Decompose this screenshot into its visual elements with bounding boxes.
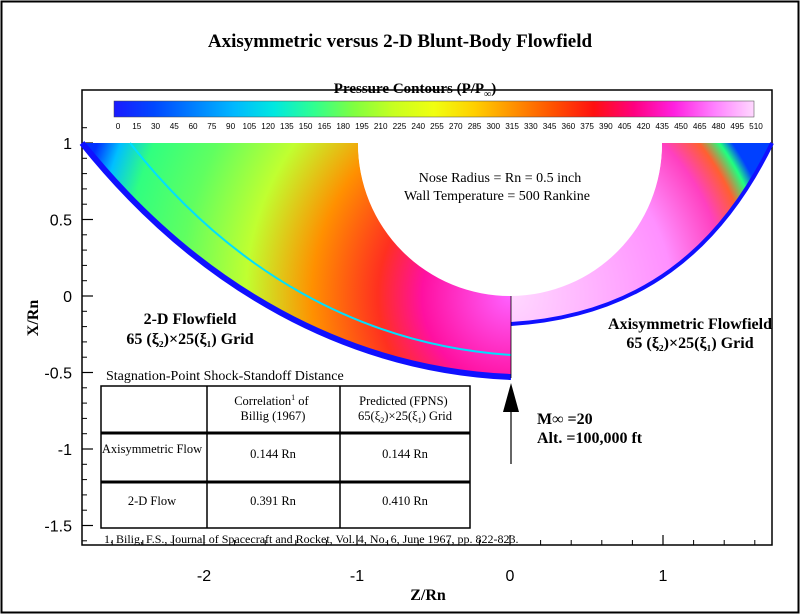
colorbar-tick-label: 30 <box>151 122 161 131</box>
altitude: Alt. =100,000 ft <box>537 430 643 447</box>
colorbar-tick-label: 195 <box>355 122 369 131</box>
shock-2d-outer <box>79 141 512 380</box>
left-flowfield-title: 2-D Flowfield <box>144 311 237 328</box>
table-title: Stagnation-Point Shock-Standoff Distance <box>106 369 344 384</box>
table-cell: 0.391 Rn <box>250 494 297 508</box>
y-tick-label: -1 <box>58 442 72 459</box>
colorbar-tick-label: 450 <box>674 122 688 131</box>
y-tick-label: 0 <box>63 289 72 306</box>
left-flowfield-grid: 65 (ξ₂)×25(ξ₁) Grid <box>126 331 253 348</box>
mach-number: M∞ =20 <box>537 411 593 428</box>
colorbar-tick-label: 225 <box>393 122 407 131</box>
colorbar-tick-label: 240 <box>411 122 425 131</box>
colorbar-tick-label: 255 <box>430 122 444 131</box>
colorbar: Pressure Contours (P/P∞) 0 15 30 45 60 75 90 10… <box>113 81 764 131</box>
flowfield-axisymmetric <box>511 143 772 324</box>
right-flowfield-grid: 65 (ξ₂)×25(ξ₁) Grid <box>626 335 753 352</box>
flowfield-2d <box>82 143 511 377</box>
colorbar-tick-label: 480 <box>712 122 726 131</box>
colorbar-tick-label: 495 <box>730 122 744 131</box>
y-tick-label: 1 <box>63 136 72 153</box>
colorbar-tick-label: 435 <box>655 122 669 131</box>
y-tick-label: 0.5 <box>50 213 72 230</box>
freestream-arrow <box>503 383 519 464</box>
colorbar-tick-label: 420 <box>637 122 651 131</box>
shock-2d-inner <box>129 142 512 356</box>
colorbar-tick-label: 90 <box>226 122 236 131</box>
nose-radius-note: Nose Radius = Rn = 0.5 inch <box>419 171 581 186</box>
colorbar-tick-label: 465 <box>693 122 707 131</box>
right-flowfield-title: Axisymmetric Flowfield <box>608 316 772 333</box>
colorbar-tick-label: 390 <box>599 122 613 131</box>
colorbar-title: Pressure Contours (P/P∞) <box>334 81 496 100</box>
y-axis-label: X/Rn <box>25 300 42 337</box>
flowfield-contours <box>79 141 774 380</box>
footnote: 1. Bilig, F.S., Journal of Spacecraft an… <box>104 532 519 546</box>
table-row-label: 2-D Flow <box>128 494 176 508</box>
colorbar-tick-label: 315 <box>505 122 519 131</box>
colorbar-tick-label: 135 <box>280 122 294 131</box>
x-tick-label: -1 <box>350 568 364 585</box>
colorbar-tick-label: 0 <box>116 122 121 131</box>
colorbar-tick-label: 180 <box>336 122 350 131</box>
y-tick-label: -1.5 <box>44 519 72 536</box>
table-cell: 0.144 Rn <box>382 447 429 461</box>
colorbar-tick-label: 510 <box>749 122 763 131</box>
colorbar-bar <box>113 100 755 118</box>
colorbar-tick-label: 150 <box>299 122 313 131</box>
x-tick-label: 0 <box>506 568 515 585</box>
y-tick-label: -0.5 <box>44 366 72 383</box>
colorbar-tick-label: 60 <box>189 122 199 131</box>
plot-area <box>81 89 773 546</box>
colorbar-tick-label: 330 <box>524 122 538 131</box>
standoff-table: Stagnation-Point Shock-Standoff Distance… <box>100 369 471 529</box>
colorbar-tick-label: 120 <box>261 122 275 131</box>
table-cell: 0.144 Rn <box>250 447 297 461</box>
colorbar-tick-label: 375 <box>580 122 594 131</box>
colorbar-tick-label: 345 <box>543 122 557 131</box>
table-cell: 0.410 Rn <box>382 494 429 508</box>
colorbar-tick-label: 270 <box>449 122 463 131</box>
x-tick-label: -2 <box>197 568 211 585</box>
colorbar-tick-label: 45 <box>170 122 180 131</box>
table-header-predicted: Predicted (FPNS) 65(ξ2)×25(ξ1) Grid <box>358 394 453 425</box>
y-axis-ticks: 1 0.5 0 -0.5 -1 -1.5 <box>44 127 93 542</box>
colorbar-tick-label: 165 <box>318 122 332 131</box>
colorbar-tick-label: 360 <box>562 122 576 131</box>
chart-title: Axisymmetric versus 2-D Blunt-Body Flowf… <box>208 31 593 52</box>
x-axis-ticks: -2 -1 0 1 <box>111 535 756 585</box>
table-header-correlation: Correlation1 of Billig (1967) <box>234 393 312 423</box>
colorbar-tick-label: 15 <box>132 122 142 131</box>
table-row-label: Axisymmetric Flow <box>102 442 202 456</box>
wall-temperature-note: Wall Temperature = 500 Rankine <box>404 189 590 204</box>
colorbar-tick-label: 285 <box>468 122 482 131</box>
blunt-body <box>358 143 662 295</box>
colorbar-tick-label: 405 <box>618 122 632 131</box>
colorbar-tick-label: 105 <box>243 122 257 131</box>
colorbar-tick-labels: 0 15 30 45 60 75 90 105 120 135 150 165 180 195 210 225… <box>116 122 764 131</box>
colorbar-tick-label: 300 <box>486 122 500 131</box>
x-tick-label: 1 <box>659 568 668 585</box>
x-axis-label: Z/Rn <box>410 587 446 604</box>
colorbar-tick-label: 75 <box>207 122 217 131</box>
shock-axi-outer <box>510 142 774 326</box>
colorbar-tick-label: 210 <box>374 122 388 131</box>
